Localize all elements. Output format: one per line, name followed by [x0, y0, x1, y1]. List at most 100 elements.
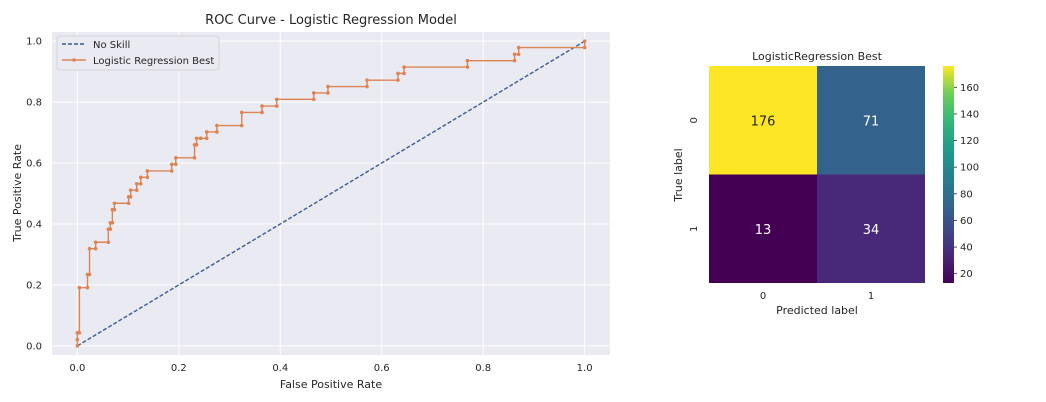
confusion-y-tick-label: 0 [689, 117, 700, 123]
roc-point [193, 156, 197, 160]
roc-x-tick-label: 0.2 [171, 363, 187, 374]
roc-x-tick-label: 0.4 [272, 363, 288, 374]
roc-point [174, 162, 178, 166]
roc-point [326, 85, 330, 89]
colorbar [943, 66, 954, 283]
roc-point [78, 331, 82, 335]
roc-point [326, 91, 330, 95]
roc-point [76, 344, 80, 348]
roc-y-tick-label: 1.0 [26, 37, 42, 48]
roc-point [365, 78, 369, 82]
roc-x-ticks: 0.0 0.2 0.4 0.6 0.8 1.0 [69, 363, 592, 374]
roc-point [146, 176, 150, 180]
roc-point [365, 85, 369, 89]
roc-point [88, 273, 92, 277]
roc-chart-title: ROC Curve - Logistic Regression Model [205, 13, 457, 28]
roc-point [402, 72, 406, 76]
colorbar-tick-label: 40 [960, 243, 973, 254]
roc-point [275, 104, 279, 108]
roc-point [396, 78, 400, 82]
roc-y-tick-label: 0.6 [26, 159, 42, 170]
confusion-cell-value: 13 [755, 223, 772, 238]
roc-point [312, 91, 316, 95]
colorbar-tick-label: 100 [960, 163, 979, 174]
roc-point [76, 338, 80, 342]
roc-y-tick-label: 0.2 [26, 280, 42, 291]
roc-point [312, 98, 316, 102]
roc-point [139, 182, 143, 186]
confusion-cell-value: 71 [863, 114, 880, 129]
colorbar-tick-label: 160 [960, 83, 979, 94]
roc-point [205, 130, 209, 134]
roc-point [107, 240, 111, 244]
confusion-matrix-x-ticks: 01 [760, 291, 874, 302]
roc-point [170, 169, 174, 173]
roc-x-tick-label: 1.0 [577, 363, 593, 374]
confusion-matrix-x-label: Predicted label [776, 304, 858, 317]
roc-point [111, 221, 115, 225]
roc-x-tick-label: 0.6 [374, 363, 390, 374]
legend-marker-logistic [72, 58, 76, 62]
roc-point [402, 65, 406, 69]
roc-point [517, 52, 521, 56]
roc-point [466, 59, 470, 63]
colorbar-tick-label: 20 [960, 269, 973, 280]
colorbar-tick-label: 120 [960, 136, 979, 147]
roc-point [199, 137, 203, 141]
roc-point [139, 176, 143, 180]
roc-point [129, 188, 133, 192]
roc-point [260, 104, 264, 108]
colorbar-tick-label: 60 [960, 216, 973, 227]
roc-point [583, 46, 587, 50]
roc-point [135, 188, 139, 192]
roc-point [240, 111, 244, 115]
roc-point [174, 156, 178, 160]
roc-y-tick-label: 0.0 [26, 341, 42, 352]
roc-point [195, 137, 199, 141]
roc-point [517, 46, 521, 50]
roc-point [513, 59, 517, 63]
roc-point [135, 182, 139, 186]
roc-point [240, 124, 244, 128]
roc-point [88, 247, 92, 251]
roc-chart: 0.0 0.2 0.4 0.6 0.8 1.0 0.0 0.2 0.4 0.6 0.8 1.0 RO… [11, 13, 610, 391]
roc-y-tick-label: 0.8 [26, 98, 42, 109]
confusion-y-tick-label: 1 [689, 226, 700, 232]
roc-point [113, 201, 117, 205]
confusion-matrix-y-label: True label [672, 148, 685, 202]
roc-x-tick-label: 0.0 [69, 363, 85, 374]
roc-point [113, 208, 117, 212]
roc-y-tick-label: 0.4 [26, 219, 42, 230]
roc-legend: No Skill Logistic Regression Best [57, 36, 219, 70]
roc-point [215, 124, 219, 128]
roc-point [396, 72, 400, 76]
roc-point [583, 39, 587, 43]
roc-point [195, 143, 199, 147]
confusion-matrix-title: LogisticRegression Best [752, 50, 883, 63]
roc-point [205, 137, 209, 141]
roc-x-tick-label: 0.8 [475, 363, 491, 374]
roc-point [260, 111, 264, 115]
legend-label-no-skill: No Skill [93, 40, 130, 51]
confusion-matrix-cells: 176 71 13 34 [709, 66, 925, 283]
confusion-cell-value: 34 [863, 223, 880, 238]
roc-point [94, 247, 98, 251]
roc-point [170, 162, 174, 166]
roc-point [86, 286, 90, 290]
roc-point [215, 130, 219, 134]
colorbar-tick-label: 140 [960, 109, 979, 120]
roc-point [146, 169, 150, 173]
roc-point [94, 240, 98, 244]
confusion-matrix-y-ticks: 01 [689, 117, 700, 232]
roc-point [513, 52, 517, 56]
roc-x-axis-label: False Positive Rate [280, 378, 382, 391]
roc-point [466, 65, 470, 69]
roc-point [129, 195, 133, 199]
roc-point [275, 98, 279, 102]
confusion-x-tick-label: 0 [760, 291, 766, 302]
confusion-x-tick-label: 1 [868, 291, 874, 302]
colorbar-tick-label: 80 [960, 189, 973, 200]
colorbar-ticks: 20 40 60 80 100 120 140 160 [954, 83, 979, 280]
